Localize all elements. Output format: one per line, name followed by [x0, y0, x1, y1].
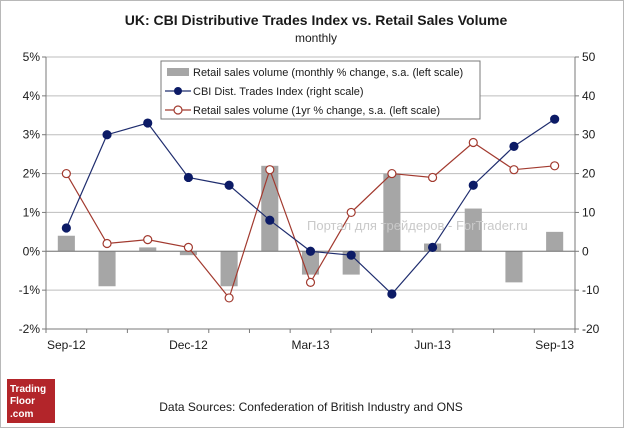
bar-monthly-change	[464, 208, 482, 252]
cbi-index-point	[143, 118, 153, 128]
legend-label-cbi: CBI Dist. Trades Index (right scale)	[193, 86, 364, 98]
yoy-change-point	[183, 242, 194, 252]
bar-monthly-change	[342, 251, 360, 275]
left-tick-label: 1%	[23, 205, 41, 219]
yoy-change-point	[468, 137, 478, 148]
cbi-index-point	[183, 172, 194, 183]
tradingfloor-logo: Trading Floor .com	[7, 379, 55, 423]
bar-monthly-change	[139, 247, 157, 252]
logo-background	[7, 379, 55, 423]
cbi-index-point	[550, 114, 560, 124]
bar-series	[57, 165, 564, 287]
left-tick-label: 3%	[23, 128, 41, 142]
bar-monthly-change	[546, 231, 564, 252]
cbi-index-point	[61, 223, 71, 233]
right-axis-ticks: -20 -10 0 10 20 30 40 50	[582, 50, 600, 336]
bar-monthly-change	[179, 251, 197, 256]
bar-monthly-change	[57, 235, 75, 252]
yoy-change-point	[102, 238, 112, 249]
logo-line-3: .com	[10, 409, 33, 420]
bar-monthly-change	[220, 251, 238, 287]
legend-swatch-cbi-marker	[174, 87, 182, 95]
legend-swatch-bar	[167, 68, 189, 76]
yoy-change-point	[143, 235, 153, 245]
yoy-change-point	[224, 293, 234, 303]
right-tick-label: 0	[582, 244, 589, 258]
yoy-change-point	[346, 207, 356, 218]
right-tick-label: 50	[582, 50, 596, 64]
cbi-index-point	[468, 180, 478, 190]
cbi-index-point	[305, 246, 316, 256]
right-tick-label: -20	[582, 322, 600, 336]
yoy-change-point	[427, 172, 438, 183]
left-tick-label: -1%	[19, 283, 41, 297]
left-tick-label: 2%	[23, 167, 41, 181]
left-tick-label: -2%	[19, 322, 41, 336]
chart-subtitle: monthly	[295, 31, 337, 45]
yoy-change-point	[509, 165, 519, 175]
bar-monthly-change	[383, 173, 401, 252]
bar-monthly-change	[261, 165, 279, 252]
cbi-index-point	[265, 215, 275, 225]
x-tick-label: Mar-13	[291, 338, 329, 352]
bar-monthly-change	[505, 251, 523, 283]
x-tick-label: Sep-13	[535, 338, 574, 352]
right-tick-label: 20	[582, 167, 596, 181]
cbi-index-point	[224, 180, 234, 190]
chart-title: UK: CBI Distributive Trades Index vs. Re…	[125, 12, 508, 28]
bar-monthly-change	[98, 251, 116, 287]
left-tick-label: 5%	[23, 50, 41, 64]
logo-line-1: Trading	[10, 384, 46, 395]
right-tick-label: 30	[582, 128, 596, 142]
left-axis-ticks: -2% -1% 0% 1% 2% 3% 4% 5%	[19, 50, 41, 336]
legend-label-yoy: Retail sales volume (1yr % change, s.a. …	[193, 105, 440, 117]
yoy-change-point	[387, 168, 397, 179]
left-tick-label: 4%	[23, 89, 41, 103]
yoy-change-point	[265, 165, 275, 175]
cbi-index-point	[509, 141, 519, 151]
x-tick-label: Sep-12	[47, 338, 86, 352]
cbi-index-point	[346, 250, 356, 260]
legend-box	[160, 60, 481, 120]
right-tick-label: -10	[582, 283, 600, 297]
yoy-change-point	[550, 161, 560, 171]
x-tick-label: Dec-12	[169, 338, 208, 352]
legend: Retail sales volume (monthly % change, s…	[160, 60, 481, 120]
yoy-change-point	[305, 277, 316, 287]
cbi-index-point	[427, 242, 438, 252]
left-tick-label: 0%	[23, 244, 41, 258]
cbi-index-point	[387, 289, 397, 299]
legend-label-bar: Retail sales volume (monthly % change, s…	[193, 67, 463, 79]
right-tick-label: 10	[582, 205, 596, 219]
x-tick-label: Jun-13	[414, 338, 451, 352]
watermark: Портал для трейдеров - ForTrader.ru	[307, 218, 528, 233]
legend-swatch-yoy-marker	[173, 105, 183, 115]
bar-monthly-change	[301, 251, 320, 275]
cbi-index-point	[102, 130, 112, 140]
right-tick-label: 40	[582, 89, 596, 103]
logo-line-2: Floor	[10, 396, 35, 407]
line-series	[61, 114, 560, 303]
data-source-note: Data Sources: Confederation of British I…	[159, 400, 463, 414]
x-axis-ticks: Sep-12 Dec-12 Mar-13 Jun-13 Sep-13	[47, 338, 574, 352]
yoy-change-point	[61, 168, 71, 179]
